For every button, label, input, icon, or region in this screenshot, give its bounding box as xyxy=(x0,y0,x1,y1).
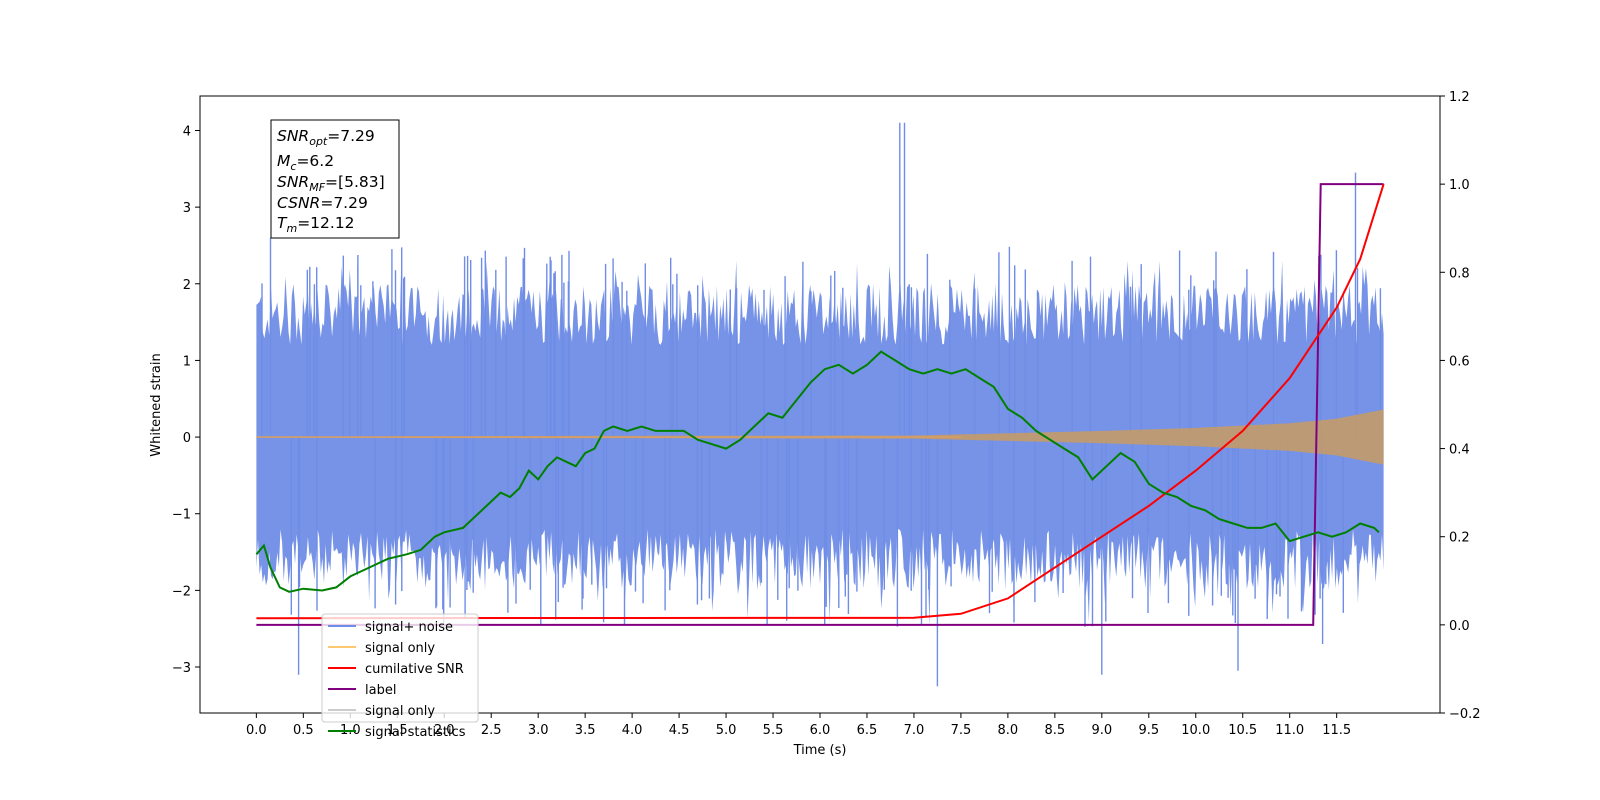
annotation-value: =[5.83] xyxy=(325,173,385,191)
legend-entry: signal only xyxy=(365,704,435,719)
annotation-subscript: opt xyxy=(309,135,328,148)
plot-area xyxy=(255,122,1385,687)
x-tick-label: 10.5 xyxy=(1228,723,1257,738)
x-tick-label: 2.0 xyxy=(434,723,455,738)
legend-entry: signal only xyxy=(365,641,435,656)
stats-annotation: SNRopt=7.29Mc=6.2SNRMF=[5.83]CSNR=7.29Tm… xyxy=(270,119,400,239)
annotation-var: M xyxy=(277,152,290,170)
annotation-var: SNR xyxy=(277,173,309,191)
x-tick-label: 10.0 xyxy=(1181,723,1210,738)
y-tick-label: 1 xyxy=(183,354,191,369)
annotation-line: Tm=12.12 xyxy=(277,214,355,235)
x-tick-label: 9.5 xyxy=(1138,723,1159,738)
x-tick-label: 5.0 xyxy=(716,723,737,738)
annotation-line: Mc=6.2 xyxy=(277,152,334,173)
annotation-line: SNRopt=7.29 xyxy=(277,127,375,148)
x-tick-label: 3.5 xyxy=(575,723,596,738)
x-tick-label: 0.0 xyxy=(246,723,267,738)
legend: signal+ noise signal only cumilative SNR la… xyxy=(321,613,479,740)
signal-statistics-series xyxy=(255,350,1380,593)
legend-frame xyxy=(321,613,479,723)
x-tick-label: 8.0 xyxy=(998,723,1019,738)
legend-entry: label xyxy=(365,683,396,698)
annotation-subscript: MF xyxy=(309,181,325,194)
x-axis: 0.0 0.5 1.0 1.5 2.0 2.5 3.0 3.5 4.0 4.5 5.0 5.5 6.0 6… xyxy=(246,713,1351,738)
annotation-value: =7.29 xyxy=(327,127,375,145)
legend-entry: signal statistics xyxy=(365,725,466,740)
y2-tick-label: 0.6 xyxy=(1449,354,1470,369)
annotation-box xyxy=(270,119,400,239)
y2-tick-label: 0.4 xyxy=(1449,443,1470,458)
x-tick-label: 11.5 xyxy=(1322,723,1351,738)
annotation-value: =12.12 xyxy=(297,214,354,232)
y2-tick-label: 0.0 xyxy=(1449,619,1470,634)
annotation-subscript: c xyxy=(290,160,296,173)
y-tick-label: 4 xyxy=(183,124,191,139)
x-tick-label: 4.5 xyxy=(669,723,690,738)
annotation-value: =7.29 xyxy=(320,194,368,212)
y-tick-label: 0 xyxy=(183,431,191,446)
y-axis-left: −3 −2 −1 0 1 2 3 4 xyxy=(172,124,200,676)
x-tick-label: 6.5 xyxy=(857,723,878,738)
y2-tick-label: 1.0 xyxy=(1449,178,1470,193)
x-tick-label: 7.0 xyxy=(904,723,925,738)
y-tick-label: −3 xyxy=(172,661,191,676)
x-tick-label: 1.5 xyxy=(387,723,408,738)
y-tick-label: −2 xyxy=(172,584,191,599)
annotation-value: =6.2 xyxy=(296,152,334,170)
x-tick-label: 11.0 xyxy=(1275,723,1304,738)
y-tick-label: 3 xyxy=(183,201,191,216)
y-tick-label: −1 xyxy=(172,508,191,523)
x-tick-label: 2.5 xyxy=(481,723,502,738)
x-tick-label: 7.5 xyxy=(951,723,972,738)
legend-entry: cumilative SNR xyxy=(365,662,464,677)
label-series xyxy=(256,183,1384,626)
x-tick-label: 8.5 xyxy=(1045,723,1066,738)
annotation-var: SNR xyxy=(277,127,309,145)
x-tick-label: 9.0 xyxy=(1091,723,1112,738)
annotation-line: CSNR=7.29 xyxy=(277,194,368,212)
y-tick-label: 2 xyxy=(183,278,191,293)
y2-tick-label: 1.2 xyxy=(1449,90,1470,105)
cumulative-snr-series xyxy=(256,183,1385,620)
annotation-subscript: m xyxy=(286,222,297,235)
y2-tick-label: 0.8 xyxy=(1449,266,1470,281)
y2-tick-label: 0.2 xyxy=(1449,531,1470,546)
annotation-line: SNRMF=[5.83] xyxy=(277,173,385,194)
x-tick-label: 5.5 xyxy=(763,723,784,738)
x-tick-label: 3.0 xyxy=(528,723,549,738)
x-tick-label: 0.5 xyxy=(293,723,314,738)
y-axis-right: −0.2 0.0 0.2 0.4 0.6 0.8 1.0 1.2 xyxy=(1440,90,1481,722)
y-axis-label: Whitened strain xyxy=(149,353,164,456)
x-tick-label: 4.0 xyxy=(622,723,643,738)
legend-entry: signal+ noise xyxy=(365,620,453,635)
annotation-var: CSNR xyxy=(277,194,320,212)
x-axis-label: Time (s) xyxy=(793,743,847,758)
y2-tick-label: −0.2 xyxy=(1449,707,1481,722)
x-tick-label: 6.0 xyxy=(810,723,831,738)
annotation-var: T xyxy=(277,214,288,232)
